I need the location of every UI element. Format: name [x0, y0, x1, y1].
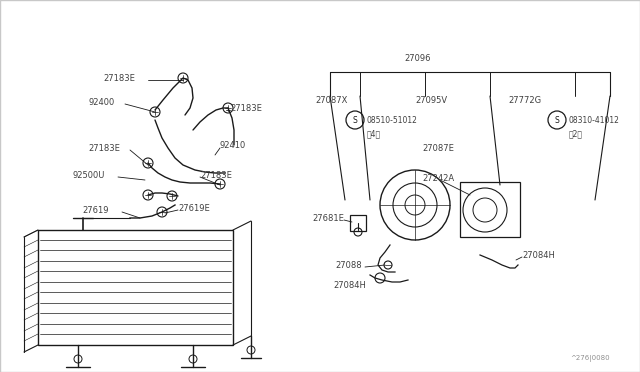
Text: 27095V: 27095V [415, 96, 447, 105]
Text: S: S [555, 115, 559, 125]
Text: ^276|0080: ^276|0080 [570, 355, 610, 362]
Text: 27183E: 27183E [230, 103, 262, 112]
Text: 92500U: 92500U [72, 170, 104, 180]
Text: 92400: 92400 [88, 97, 115, 106]
Text: 27084H: 27084H [333, 280, 367, 289]
Text: 92410: 92410 [220, 141, 246, 150]
Text: 27183E: 27183E [200, 170, 232, 180]
Text: 27096: 27096 [404, 54, 431, 62]
Text: 08310-41012: 08310-41012 [569, 115, 620, 125]
Text: 27087X: 27087X [315, 96, 348, 105]
Bar [38, 230, 233, 345]
Text: 27242A: 27242A [422, 173, 454, 183]
Bar [350, 215, 366, 231]
Text: 27772G: 27772G [508, 96, 541, 105]
Text: 27681E: 27681E [312, 214, 344, 222]
Text: （2）: （2） [569, 129, 583, 138]
Text: （4）: （4） [367, 129, 381, 138]
Text: 27183E: 27183E [88, 144, 120, 153]
Text: 27619E: 27619E [178, 203, 210, 212]
Text: 27084H: 27084H [522, 250, 555, 260]
Text: 27088: 27088 [335, 260, 362, 269]
Text: 27619: 27619 [82, 205, 109, 215]
Text: 27087E: 27087E [422, 144, 454, 153]
Bar [460, 182, 520, 237]
Text: 27183E: 27183E [103, 74, 135, 83]
Text: S: S [353, 115, 357, 125]
Text: 08510-51012: 08510-51012 [367, 115, 418, 125]
